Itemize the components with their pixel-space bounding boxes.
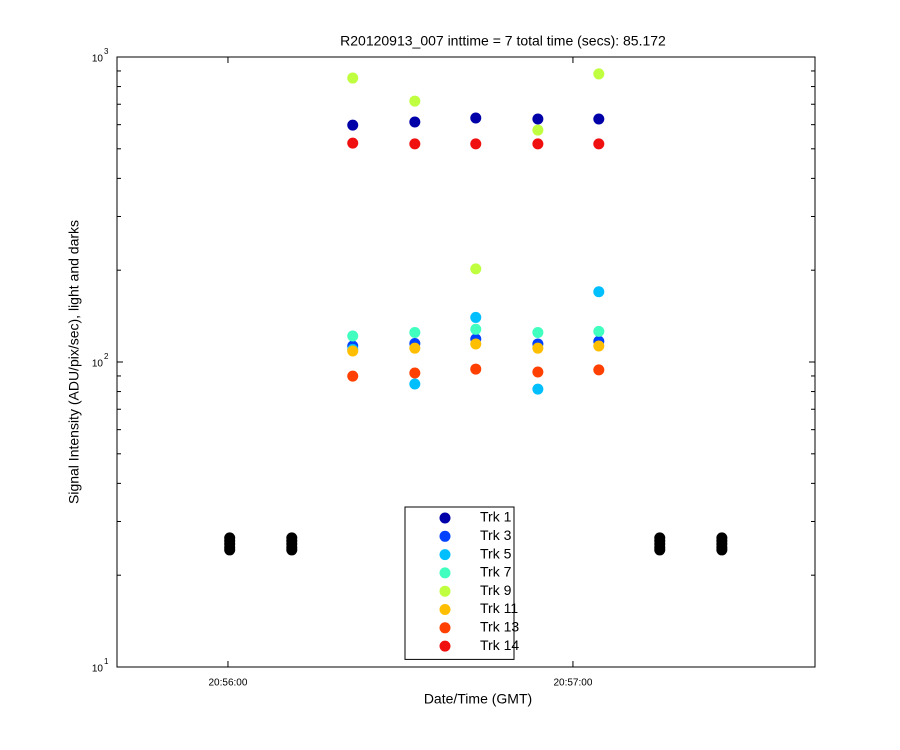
legend-marker (439, 549, 451, 561)
legend-label: Trk 11 (480, 600, 518, 616)
legend-marker (439, 622, 451, 634)
point (470, 263, 482, 275)
legend-label: Trk 13 (480, 619, 519, 635)
point (347, 137, 359, 149)
point (593, 68, 605, 80)
point (532, 124, 544, 136)
y-tick-exponent: 1 (104, 657, 109, 666)
point (409, 116, 421, 128)
legend-label: Trk 5 (480, 545, 512, 561)
point (654, 544, 666, 556)
legend-marker (439, 640, 451, 652)
legend-marker (439, 567, 451, 579)
legend-label: Trk 14 (480, 637, 519, 653)
point (470, 338, 482, 350)
y-tick-label: 10 (92, 359, 104, 370)
point (409, 342, 421, 354)
point (532, 113, 544, 125)
legend-box (404, 506, 515, 660)
y-tick-label: 10 (92, 664, 104, 675)
y-axis-label: Signal Intensity (ADU/pix/sec), light an… (66, 220, 82, 504)
point (470, 363, 482, 375)
point (470, 112, 482, 124)
legend-label: Trk 7 (480, 564, 512, 580)
legend-marker (439, 604, 451, 615)
point (347, 119, 359, 131)
point (409, 326, 421, 338)
legend-marker (439, 530, 451, 542)
point (532, 366, 544, 378)
legend: Trk 1 Trk 3 Trk 5 Trk 7 Trk 9 Trk 11 Trk 13 Trk… (404, 506, 519, 660)
legend-label: Trk 1 (480, 509, 512, 525)
point (593, 364, 605, 376)
x-axis-label: Date/Time (GMT) (424, 691, 532, 707)
point (593, 138, 605, 150)
point (347, 345, 359, 357)
point (532, 138, 544, 150)
point (286, 544, 298, 556)
point (593, 286, 605, 298)
point (409, 138, 421, 150)
point (532, 326, 544, 338)
point (409, 367, 421, 379)
point (224, 544, 236, 556)
point (470, 138, 482, 150)
point (593, 113, 605, 125)
point (716, 544, 728, 556)
legend-marker (439, 512, 451, 524)
y-tick-exponent: 2 (104, 352, 109, 361)
y-tick-label: 10 (92, 54, 104, 65)
legend-label: Trk 9 (480, 582, 512, 598)
point (409, 378, 421, 390)
legend-marker (439, 585, 451, 597)
x-tick-label: 20:56:00 (208, 678, 247, 689)
chart-title: R20120913_007 inttime = 7 total time (se… (340, 33, 666, 49)
x-tick-label: 20:57:00 (553, 678, 592, 689)
point (470, 311, 482, 323)
point (347, 330, 359, 342)
point (470, 323, 482, 335)
point (532, 383, 544, 395)
point (593, 325, 605, 337)
point (347, 72, 359, 84)
point (347, 370, 359, 382)
point (593, 340, 605, 352)
point (409, 95, 421, 107)
point (532, 342, 544, 354)
legend-label: Trk 3 (480, 527, 512, 543)
y-tick-exponent: 3 (104, 47, 109, 56)
